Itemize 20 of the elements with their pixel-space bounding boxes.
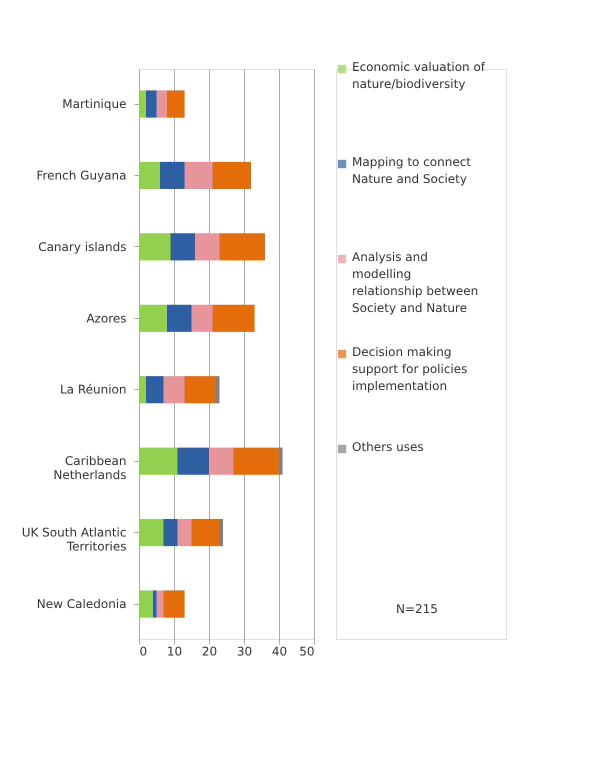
text: N=215 — [396, 602, 438, 616]
legend-label: Analysis and modelling relationship between Society and Nature — [352, 250, 478, 315]
y-tick-label: UK South Atlantic Territories — [22, 526, 126, 554]
x-tick-label: 30 — [236, 644, 252, 658]
y-tick-label: New Caledonia — [36, 597, 126, 611]
x-tick-label: 20 — [202, 644, 218, 658]
y-tick-label: Canary islands — [38, 240, 126, 254]
x-tick-label: 10 — [166, 644, 182, 658]
y-tick-label: Caribbean Netherlands — [53, 454, 126, 482]
y-tick-label: Azores — [86, 311, 126, 326]
legend-label: Decision making support for policies implementation — [352, 345, 468, 393]
x-tick-label: 0 — [140, 644, 148, 658]
x-tick-label: 40 — [272, 644, 288, 658]
legend-label: Others uses — [352, 440, 424, 454]
x-tick-label: 50 — [299, 644, 314, 658]
y-tick-label: Martinique — [62, 97, 126, 111]
y-tick-label: La Réunion — [60, 382, 126, 397]
legend-label: Economic valuation of nature/biodiversity — [352, 60, 486, 91]
y-tick-label: French Guyana — [36, 168, 126, 182]
legend-label: Mapping to connect Nature and Society — [352, 155, 472, 186]
